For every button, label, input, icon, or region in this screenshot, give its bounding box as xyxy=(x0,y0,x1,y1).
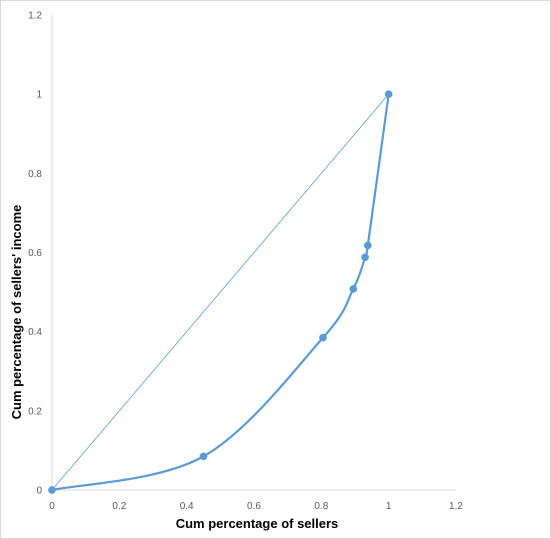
y-tick-label: 0.8 xyxy=(28,169,42,180)
y-axis-ticks: 0 0.2 0.4 0.6 0.8 1 1.2 xyxy=(28,11,42,497)
data-point xyxy=(361,253,369,262)
x-axis-title: Cum percentage of sellers xyxy=(176,516,339,531)
x-tick-label: 0.2 xyxy=(112,501,126,512)
data-point xyxy=(384,90,393,99)
y-tick-label: 1.2 xyxy=(28,11,42,22)
y-axis-title: Cum percentage of sellers' income xyxy=(9,205,24,420)
y-tick-label: 1 xyxy=(36,90,42,101)
x-tick-label: 0.4 xyxy=(180,501,194,512)
data-point xyxy=(319,333,327,342)
data-point xyxy=(48,486,56,494)
series-layer xyxy=(48,90,393,494)
data-point xyxy=(349,285,358,293)
y-tick-label: 0.2 xyxy=(28,406,42,417)
y-tick-label: 0 xyxy=(36,486,42,497)
axes xyxy=(51,15,456,491)
x-tick-label: 0.6 xyxy=(247,501,261,512)
y-tick-label: 0.6 xyxy=(28,248,42,259)
equality-line xyxy=(51,93,389,491)
lorenz-curve-line xyxy=(51,94,390,492)
x-tick-label: 0.8 xyxy=(314,501,328,512)
y-tick-label: 0.4 xyxy=(28,327,42,338)
x-axis-ticks: 0 0.2 0.4 0.6 0.8 1 1.2 xyxy=(49,501,463,512)
data-point xyxy=(363,241,372,250)
x-tick-label: 0 xyxy=(49,501,55,512)
x-tick-label: 1.2 xyxy=(449,501,463,512)
x-tick-label: 1 xyxy=(386,501,392,512)
data-point xyxy=(199,452,208,461)
